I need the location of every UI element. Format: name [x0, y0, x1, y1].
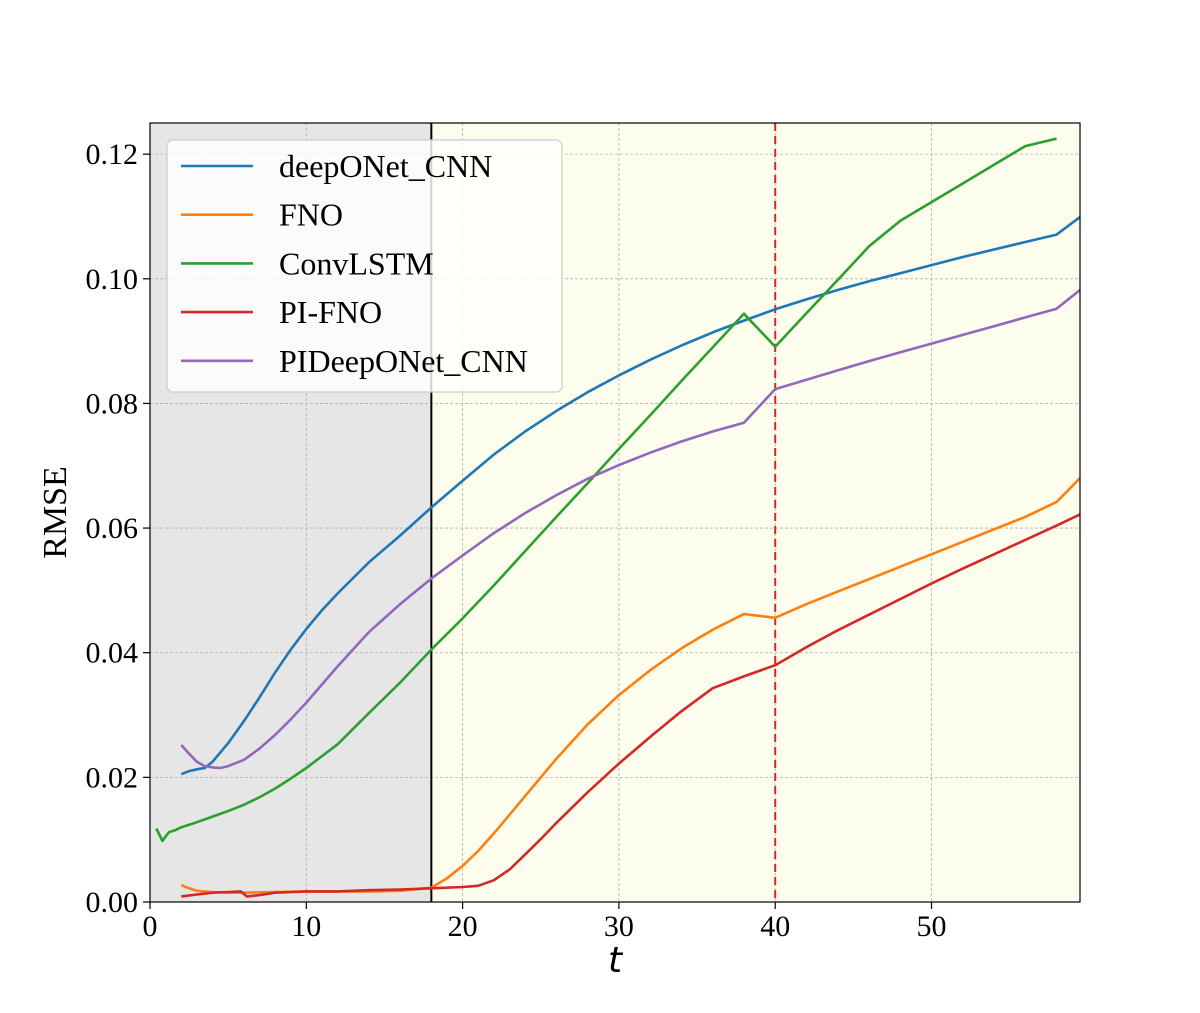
plot-frame — [149, 122, 1081, 903]
y-axis-label: RMSE — [37, 466, 74, 559]
legend-label-2: ConvLSTM — [279, 245, 434, 281]
legend-label-1: FNO — [279, 197, 343, 233]
series-lines — [155, 137, 1081, 898]
legend: deepONet_CNN FNO ConvLSTM PI-FNO PIDeepONet_… — [166, 139, 563, 393]
series-line-0 — [180, 216, 1081, 776]
legend-label-4: PIDeepONet_CNN — [279, 343, 528, 379]
series-line-3 — [181, 513, 1081, 898]
legend-box — [166, 139, 563, 393]
y-tick-label-6: 0.12 — [86, 138, 139, 171]
y-tick-label-2: 0.04 — [86, 637, 139, 670]
y-tick-label-5: 0.10 — [86, 263, 139, 296]
series-line-1 — [180, 477, 1081, 895]
x-axis-label: t — [608, 940, 624, 981]
y-tick-label-1: 0.02 — [86, 761, 139, 794]
x-tick-label-0: 0 — [143, 910, 158, 943]
series-line-4 — [180, 288, 1081, 770]
x-tick-label-3: 30 — [604, 910, 634, 943]
x-tick-label-1: 10 — [291, 910, 321, 943]
x-tick-label-2: 20 — [448, 910, 478, 943]
y-axis-ticks: 0.00 0.02 0.04 0.06 0.08 0.10 0.12 — [86, 138, 150, 919]
series-line-2 — [155, 137, 1057, 843]
y-tick-label-0: 0.00 — [86, 886, 139, 919]
x-tick-label-4: 40 — [760, 910, 790, 943]
x-tick-label-5: 50 — [917, 910, 947, 943]
y-tick-label-3: 0.06 — [86, 512, 139, 545]
legend-label-0: deepONet_CNN — [279, 148, 492, 184]
y-tick-label-4: 0.08 — [86, 387, 139, 420]
x-axis-ticks: 0 10 20 30 40 50 — [143, 902, 947, 943]
legend-label-3: PI-FNO — [279, 294, 382, 330]
